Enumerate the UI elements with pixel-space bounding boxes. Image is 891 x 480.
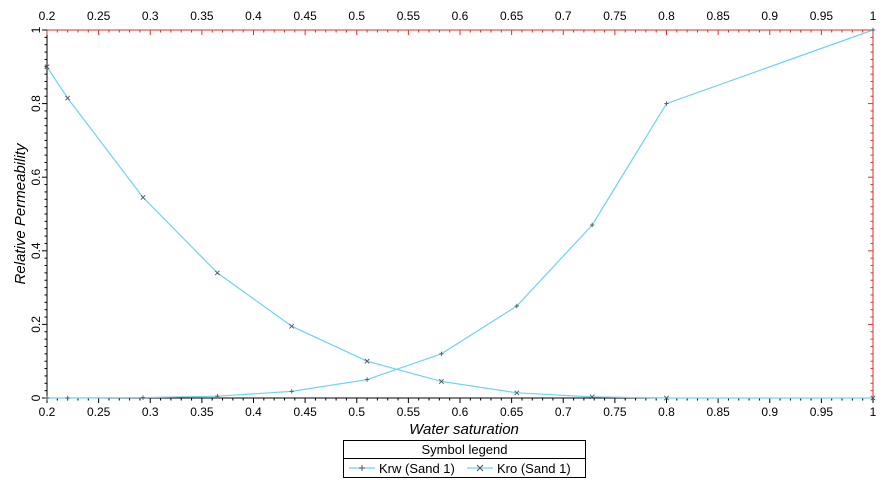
krw-point: [289, 389, 294, 394]
x-tick-label: 0.3: [142, 405, 159, 419]
x-tick-label: 0.75: [603, 405, 627, 419]
kro-point: [140, 194, 146, 200]
legend-krw-line-icon: [349, 465, 375, 471]
x-tick-label: 0.9: [761, 405, 778, 419]
top-x-axis: 0.2 0.25 0.3 0.35 0.4 0.45 0.5 0.55 0.6 0.65 0.7 0.…: [39, 9, 877, 35]
y-tick-label: 0.6: [29, 169, 43, 186]
y-tick-label: 0.4: [29, 242, 43, 259]
kro-point: [65, 95, 71, 101]
x-tick-label: 0.2: [39, 405, 56, 419]
y-tick-label: 0.8: [29, 95, 43, 112]
legend-label-krw: Krw (Sand 1): [379, 460, 455, 476]
x-tick-label: 0.5: [348, 405, 365, 419]
krw-point: [514, 303, 519, 309]
kro-point: [214, 270, 220, 276]
top-x-tick-label: 0.5: [348, 9, 365, 23]
top-x-tick-label: 0.75: [603, 9, 627, 23]
krw-point: [140, 395, 146, 400]
top-x-tick-label: 0.25: [87, 9, 111, 23]
x-tick-label: 0.55: [397, 405, 421, 419]
legend-item-kro: Kro (Sand 1): [466, 460, 571, 476]
top-x-tick-label: 0.95: [810, 9, 834, 23]
left-y-axis: 0 0.2 0.4 0.6 0.8 1: [29, 26, 47, 401]
plot-frame: [46, 29, 874, 399]
kro-point: [589, 394, 595, 400]
top-x-tick-label: 0.8: [658, 9, 675, 23]
top-x-tick-label: 0.35: [190, 9, 214, 23]
bottom-x-axis: 0.2 0.25 0.3 0.35 0.4 0.45 0.5 0.55 0.6 0.65 0.7 0.…: [39, 398, 877, 419]
top-x-tick-label: 1: [870, 9, 877, 23]
x-tick-label: 0.4: [245, 405, 262, 419]
legend-divider: [344, 458, 585, 459]
top-x-tick-label: 0.7: [555, 9, 572, 23]
x-tick-label: 0.65: [500, 405, 524, 419]
symbol-legend: Symbol legend Krw (Sand 1) Kro (Sand 1): [343, 440, 586, 478]
y-tick-label: 1: [29, 26, 43, 33]
y-axis-title: Relative Permeability: [12, 142, 29, 284]
kro-point: [438, 378, 444, 384]
x-tick-label: 1: [870, 405, 877, 419]
top-x-tick-label: 0.6: [452, 9, 469, 23]
kro-point: [44, 64, 50, 70]
y-tick-label: 0: [29, 394, 43, 401]
series-layer: [44, 27, 876, 401]
kro-point: [870, 395, 876, 401]
y-tick-label: 0.2: [29, 316, 43, 333]
x-tick-label: 0.8: [658, 405, 675, 419]
legend-kro-line-icon: [467, 464, 493, 472]
kro-point: [663, 395, 670, 401]
top-x-tick-label: 0.85: [706, 9, 730, 23]
x-tick-label: 0.85: [706, 405, 730, 419]
krw-point: [439, 351, 444, 357]
x-tick-label: 0.95: [810, 405, 834, 419]
krw-point: [664, 101, 669, 106]
series-line-kro: [46, 66, 873, 399]
x-tick-label: 0.25: [87, 405, 111, 419]
kro-point: [289, 323, 295, 329]
krw-point: [44, 395, 50, 401]
krw-point: [65, 395, 70, 401]
kro-point: [514, 390, 520, 396]
top-x-tick-label: 0.55: [397, 9, 421, 23]
right-y-axis: [868, 29, 873, 399]
top-x-tick-label: 0.4: [245, 9, 262, 23]
krw-point: [215, 393, 220, 399]
top-x-tick-label: 0.3: [142, 9, 159, 23]
x-tick-label: 0.7: [555, 405, 572, 419]
top-x-tick-label: 0.45: [293, 9, 317, 23]
top-x-tick-label: 0.65: [500, 9, 524, 23]
top-x-tick-label: 0.2: [39, 9, 56, 23]
top-x-tick-label: 0.9: [761, 9, 778, 23]
x-axis-title: Water saturation: [409, 421, 519, 438]
legend-item-krw: Krw (Sand 1): [348, 460, 455, 476]
x-tick-label: 0.6: [452, 405, 469, 419]
x-tick-label: 0.45: [293, 405, 317, 419]
legend-title: Symbol legend: [421, 442, 508, 457]
x-tick-label: 0.35: [190, 405, 214, 419]
series-line-krw: [47, 29, 874, 399]
krw-point: [364, 377, 370, 382]
krw-point: [589, 222, 595, 228]
krw-point: [870, 27, 876, 33]
kro-point: [364, 358, 370, 364]
legend-label-kro: Kro (Sand 1): [497, 460, 571, 476]
